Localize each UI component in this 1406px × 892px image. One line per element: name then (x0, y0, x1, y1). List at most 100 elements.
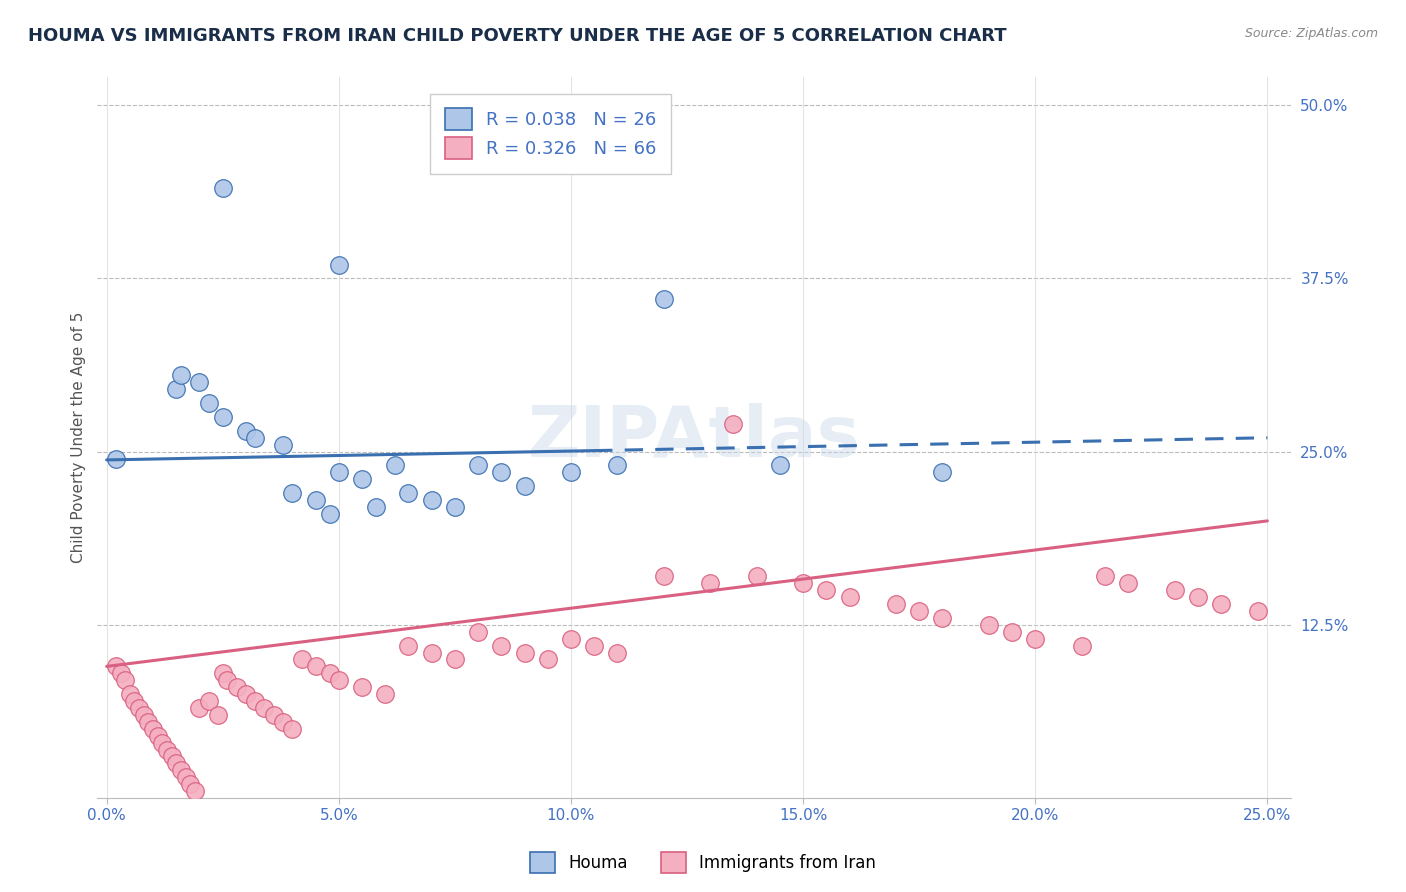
Point (207, 707, 229, 722)
Point (815, 583, 838, 598)
Point (606, 458, 628, 473)
Point (104, 451, 127, 466)
Point (114, 673, 136, 688)
Point (1001, 624, 1024, 639)
Point (281, 722, 304, 736)
Point (184, 784, 207, 798)
Point (271, 714, 294, 729)
Point (328, 673, 350, 688)
Point (560, 466, 582, 480)
Point (211, 181, 233, 195)
Point (838, 590, 860, 604)
Point (652, 292, 675, 306)
Point (217, 673, 239, 688)
Point (444, 652, 467, 666)
Point (179, 777, 201, 791)
Point (170, 764, 193, 778)
Point (146, 729, 169, 743)
Point (104, 659, 127, 673)
Point (884, 597, 907, 611)
Point (142, 722, 165, 736)
Point (174, 770, 197, 784)
Point (396, 486, 419, 500)
Point (245, 694, 267, 708)
Point (318, 507, 340, 521)
Point (235, 424, 257, 438)
Point (652, 569, 675, 583)
Point (560, 632, 582, 646)
Point (537, 652, 560, 666)
Point (374, 687, 396, 701)
Point (1094, 569, 1116, 583)
Point (132, 707, 155, 722)
Point (699, 576, 721, 591)
Point (211, 666, 233, 681)
Point (118, 687, 141, 701)
Point (197, 396, 219, 410)
Point (1187, 590, 1209, 604)
Point (253, 701, 276, 715)
Point (491, 639, 513, 653)
Point (150, 736, 173, 750)
Point (304, 493, 326, 508)
Point (769, 458, 792, 473)
Point (1163, 583, 1185, 598)
Point (384, 458, 406, 473)
Point (165, 382, 187, 396)
Point (188, 376, 211, 390)
Point (606, 646, 628, 660)
Point (160, 749, 183, 764)
Legend: Houma, Immigrants from Iran: Houma, Immigrants from Iran (523, 846, 883, 880)
Point (291, 652, 314, 666)
Point (908, 604, 931, 618)
Point (723, 417, 745, 431)
Point (225, 680, 247, 694)
Point (491, 466, 513, 480)
Point (1070, 639, 1092, 653)
Point (792, 576, 814, 591)
Text: HOUMA VS IMMIGRANTS FROM IRAN CHILD POVERTY UNDER THE AGE OF 5 CORRELATION CHART: HOUMA VS IMMIGRANTS FROM IRAN CHILD POVE… (28, 27, 1007, 45)
Point (396, 639, 419, 653)
Point (124, 694, 146, 708)
Point (263, 707, 285, 722)
Point (350, 472, 373, 486)
Point (583, 639, 606, 653)
Point (328, 258, 350, 272)
Y-axis label: Child Poverty Under the Age of 5: Child Poverty Under the Age of 5 (72, 312, 86, 564)
Point (745, 569, 768, 583)
Point (467, 458, 489, 473)
Point (1116, 576, 1139, 591)
Point (513, 479, 536, 493)
Point (931, 466, 953, 480)
Point (420, 646, 443, 660)
Point (211, 409, 233, 424)
Point (318, 666, 340, 681)
Point (188, 701, 211, 715)
Point (350, 680, 373, 694)
Text: ZIPAtlas: ZIPAtlas (527, 403, 860, 472)
Point (245, 431, 267, 445)
Point (165, 756, 187, 771)
Point (1024, 632, 1046, 646)
Point (420, 493, 443, 508)
Point (281, 486, 304, 500)
Point (467, 624, 489, 639)
Point (1209, 597, 1232, 611)
Point (513, 646, 536, 660)
Point (444, 500, 467, 514)
Point (931, 611, 953, 625)
Point (235, 687, 257, 701)
Point (1247, 604, 1270, 618)
Legend: R = 0.038   N = 26, R = 0.326   N = 66: R = 0.038 N = 26, R = 0.326 N = 66 (430, 94, 671, 174)
Point (304, 659, 326, 673)
Point (110, 666, 132, 681)
Point (170, 368, 193, 383)
Point (271, 438, 294, 452)
Point (328, 466, 350, 480)
Point (128, 701, 150, 715)
Point (364, 500, 387, 514)
Point (197, 694, 219, 708)
Point (156, 742, 179, 756)
Point (977, 617, 1000, 632)
Point (138, 714, 160, 729)
